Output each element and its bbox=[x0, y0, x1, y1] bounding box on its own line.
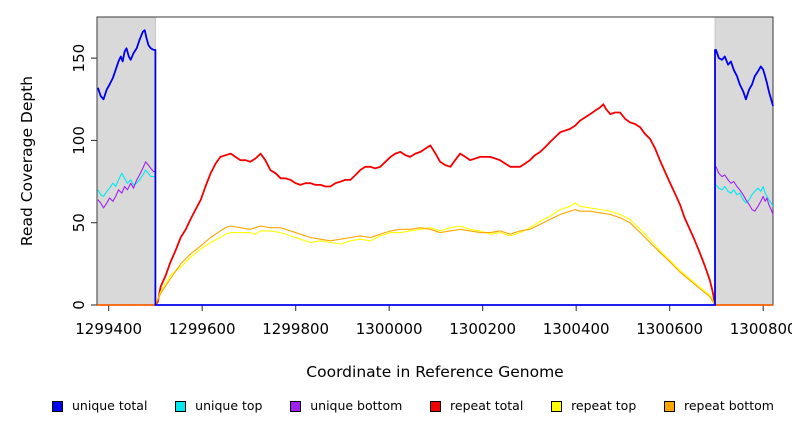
repeat-bottom-swatch-icon bbox=[664, 400, 675, 412]
series-line-unique-total bbox=[97, 29, 774, 306]
repeat-top-swatch-icon bbox=[551, 400, 563, 412]
legend-label: unique bottom bbox=[310, 398, 403, 413]
x-tick-label: 1300200 bbox=[449, 320, 516, 338]
masked-region-left bbox=[96, 16, 156, 306]
x-tick-label: 1299800 bbox=[262, 320, 329, 338]
series-line-unique-top bbox=[97, 169, 774, 306]
x-tick-label: 1300800 bbox=[730, 320, 792, 338]
y-tick-label: 0 bbox=[70, 300, 88, 310]
legend-label: repeat top bbox=[571, 398, 637, 413]
unique-bottom-swatch-icon bbox=[290, 400, 302, 412]
x-tick-label: 1300000 bbox=[356, 320, 423, 338]
y-tick-label: 150 bbox=[70, 44, 88, 73]
x-axis-title: Coordinate in Reference Genome bbox=[306, 363, 563, 381]
legend-label: repeat bottom bbox=[684, 398, 774, 413]
series-line-repeat-top bbox=[97, 202, 773, 306]
series-line-repeat-bottom bbox=[97, 208, 773, 306]
legend-item-repeat-total: repeat total bbox=[430, 398, 523, 414]
coverage-plot: 1299400 1299600 1299800 1300000 1300200 13004… bbox=[18, 16, 792, 381]
y-tick-label: 50 bbox=[70, 213, 88, 232]
legend-label: unique total bbox=[72, 398, 148, 413]
legend-item-unique-total: unique total bbox=[52, 398, 147, 414]
x-tick-label: 1299400 bbox=[75, 320, 142, 338]
series-line-unique-bottom bbox=[97, 161, 774, 306]
y-tick-label: 100 bbox=[70, 126, 88, 155]
x-tick-label: 1300400 bbox=[543, 320, 610, 338]
x-tick-label: 1299600 bbox=[169, 320, 236, 338]
legend-item-unique-bottom: unique bottom bbox=[290, 398, 402, 414]
y-axis-title: Read Coverage Depth bbox=[18, 76, 36, 246]
repeat-total-swatch-icon bbox=[430, 400, 442, 412]
unique-total-swatch-icon bbox=[52, 400, 63, 412]
masked-region-right bbox=[714, 16, 774, 306]
unique-top-swatch-icon bbox=[175, 400, 187, 412]
legend-item-unique-top: unique top bbox=[175, 398, 262, 414]
legend-label: repeat total bbox=[450, 398, 524, 413]
series-line-repeat-total bbox=[97, 103, 773, 306]
legend-item-repeat-top: repeat top bbox=[551, 398, 636, 414]
legend-item-repeat-bottom: repeat bottom bbox=[664, 398, 774, 414]
legend-label: unique top bbox=[195, 398, 263, 413]
x-tick-label: 1300600 bbox=[636, 320, 703, 338]
legend: unique total unique top unique bottom re… bbox=[0, 398, 792, 414]
